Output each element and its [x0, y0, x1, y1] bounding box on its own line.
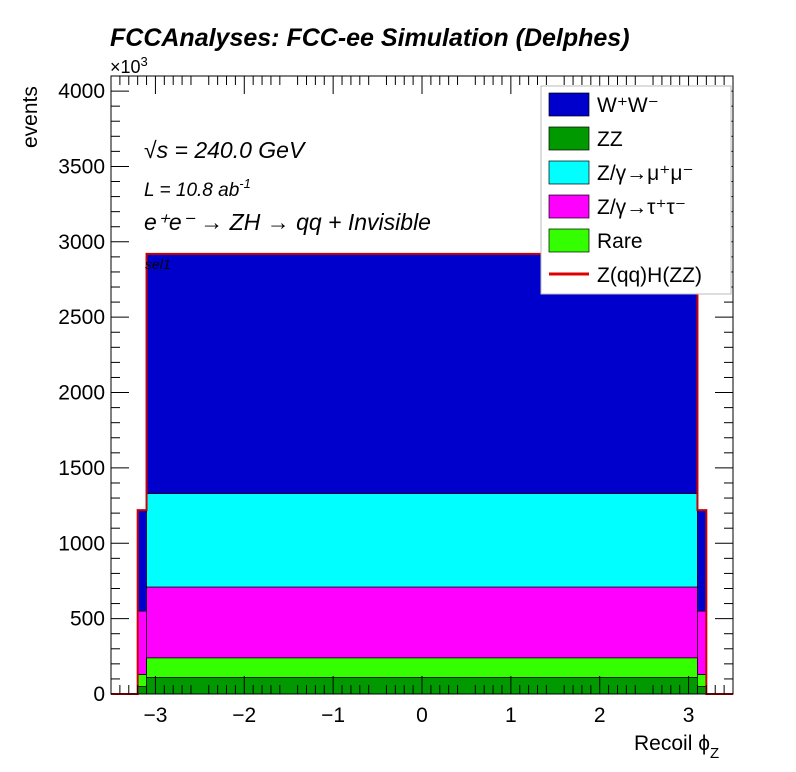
x-tick-label: 3	[683, 704, 695, 727]
signal-line	[111, 252, 733, 695]
bar-bin1-zz	[137, 686, 147, 695]
sqrts-symbol: √s	[144, 137, 169, 163]
x-tick-label: 2	[594, 704, 606, 727]
legend-label: ZZ	[597, 128, 623, 151]
x-tick-label: −2	[232, 704, 256, 727]
annotation-lumi: L = 10.8 ab-1	[144, 176, 251, 201]
legend-label: Z/γ→τ⁺τ⁻	[597, 196, 686, 219]
annotations: √s = 240.0 GeV L = 10.8 ab-1 e⁺e⁻ → ZH →…	[144, 137, 431, 272]
legend-label: W⁺W⁻	[597, 94, 659, 117]
bar-bin1-z	[137, 610, 147, 675]
bar-bin3-ww	[697, 509, 707, 612]
y-tick-label: 1500	[58, 457, 105, 480]
x-ticks: −3 −2 −1 0 1 2 3	[119, 76, 725, 727]
x-tick-label: −1	[321, 704, 345, 727]
y-tick-label: 1000	[58, 532, 105, 555]
legend-swatch	[548, 160, 590, 185]
x-tick-label: 1	[505, 704, 517, 727]
legend-label: Z(qq)H(ZZ)	[597, 264, 702, 287]
y-multiplier-exp: 3	[141, 54, 148, 69]
bar-bin2-z	[146, 493, 698, 588]
legend-label: Rare	[597, 230, 643, 253]
bar-bin3-rare	[697, 674, 707, 687]
y-multiplier-base: ×10	[110, 57, 141, 77]
bar-bin1-ww	[137, 509, 147, 612]
y-multiplier: ×103	[110, 54, 148, 77]
y-tick-label: 2000	[58, 382, 105, 405]
y-axis-label: events	[19, 86, 42, 148]
bar-bin3-z	[697, 610, 707, 675]
x-axis-label: Recoil ϕZ	[634, 732, 719, 762]
y-ticks: 0 500 1000 1500 2000 2500 3000 3500 4000	[58, 75, 733, 706]
legend: W⁺W⁻ ZZ Z/γ→μ⁺μ⁻ Z/γ→τ⁺τ⁻ Rare Z(qq)H(ZZ)	[540, 85, 732, 295]
legend-box	[540, 85, 732, 295]
x-tick-label: −3	[143, 704, 167, 727]
signal-step-line	[111, 252, 733, 695]
x-axis-label-main: Recoil ϕ	[634, 732, 710, 755]
legend-label: Z/γ→μ⁺μ⁻	[597, 162, 694, 185]
annotation-process: e⁺e⁻ → ZH → qq + Invisible	[144, 209, 431, 235]
lumi-exp: -1	[239, 176, 251, 191]
y-tick-label: 0	[93, 683, 105, 706]
x-axis-label-sub: Z	[710, 745, 719, 762]
x-tick-label: 0	[416, 704, 428, 727]
legend-swatch	[548, 228, 590, 253]
annotation-sqrts: √s = 240.0 GeV	[144, 137, 307, 163]
legend-swatch	[548, 92, 590, 117]
y-tick-label: 3500	[58, 155, 105, 178]
legend-swatch	[548, 194, 590, 219]
bar-bin2-z	[146, 586, 698, 659]
annotation-selection: sel1	[145, 256, 171, 272]
lumi-text: L = 10.8 ab	[144, 180, 239, 201]
legend-swatch	[548, 126, 590, 151]
chart-title: FCCAnalyses: FCC-ee Simulation (Delphes)	[110, 24, 630, 52]
y-tick-label: 3000	[58, 231, 105, 254]
y-tick-label: 500	[70, 608, 105, 631]
y-tick-label: 4000	[58, 80, 105, 103]
bar-bin1-rare	[137, 674, 147, 687]
bar-bin2-rare	[146, 657, 698, 678]
sqrts-value: = 240.0 GeV	[168, 137, 307, 163]
y-tick-label: 2500	[58, 306, 105, 329]
stacked-bars	[137, 253, 707, 695]
bar-bin3-zz	[697, 686, 707, 695]
